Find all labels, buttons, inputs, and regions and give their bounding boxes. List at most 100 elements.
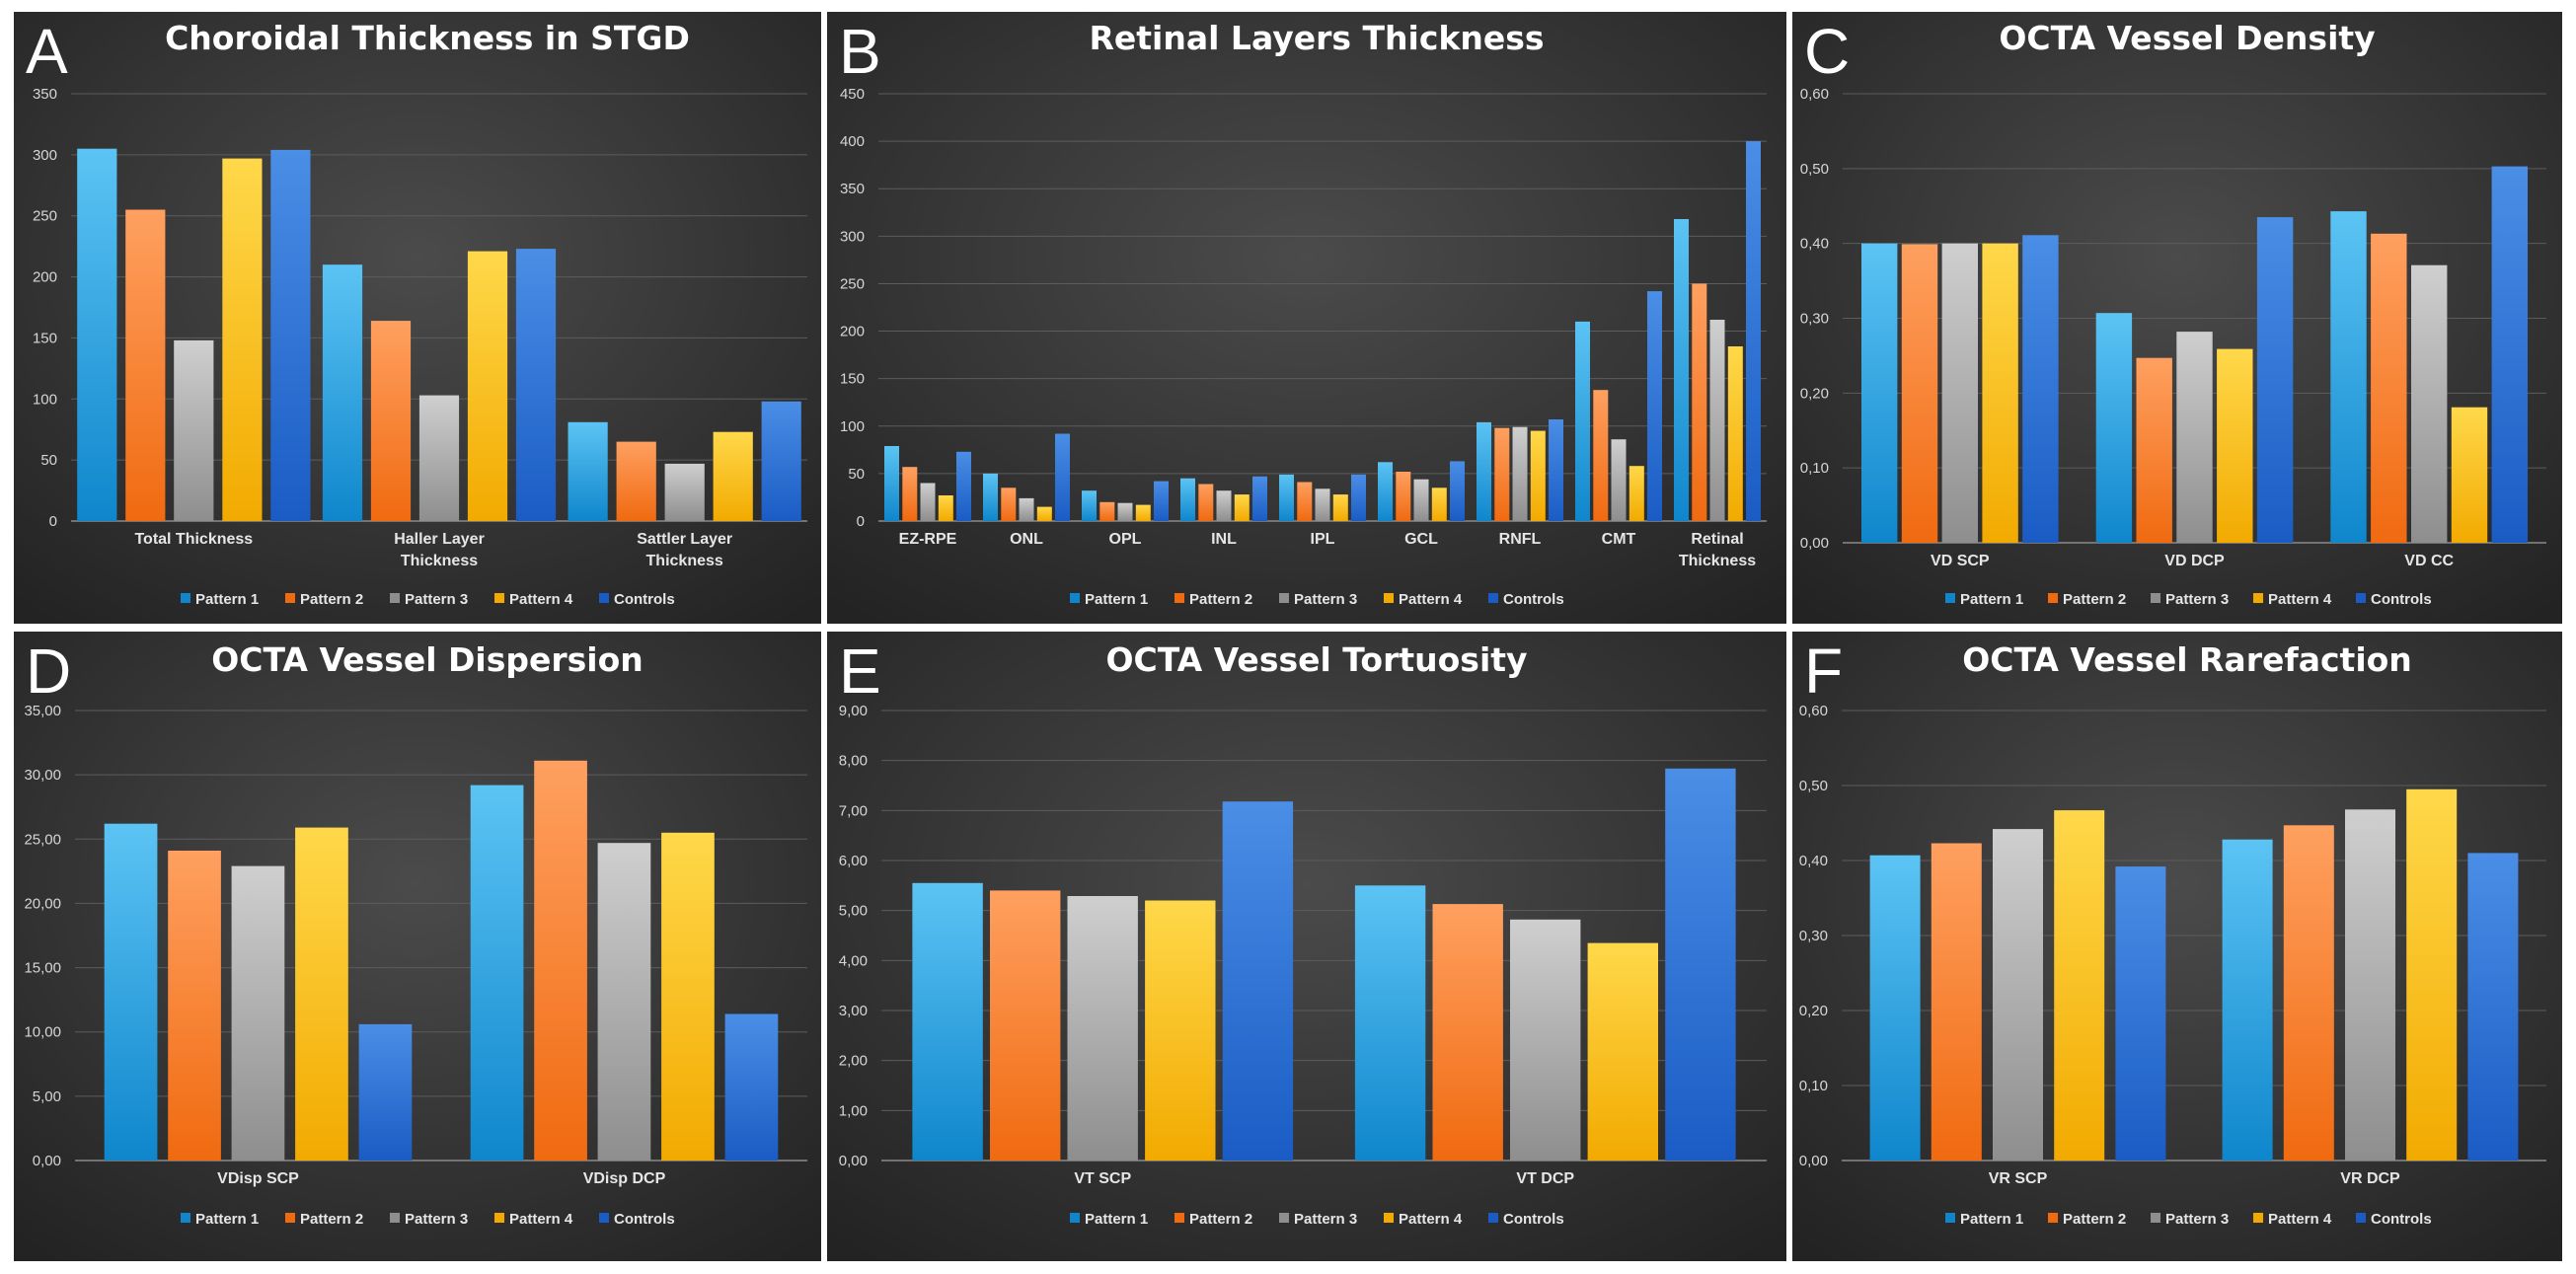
- bar-controls-gcl: [1450, 461, 1465, 521]
- y-tick-label: 200: [840, 324, 865, 340]
- y-tick-label: 30,00: [24, 767, 61, 784]
- y-tick-label: 0,00: [839, 1153, 868, 1169]
- bar-pattern-1-vt-scp: [912, 882, 983, 1161]
- bar-controls-vt-scp: [1222, 801, 1294, 1161]
- bar-pattern-1-vr-dcp: [2222, 839, 2273, 1161]
- panel-letter: A: [26, 16, 68, 87]
- x-category-label: VR DCP: [2340, 1170, 2400, 1187]
- legend-swatch: [1070, 593, 1080, 603]
- legend-label: Controls: [1503, 591, 1564, 608]
- bar-pattern-3-vr-scp: [1993, 829, 2043, 1161]
- legend-item-pattern-3: Pattern 3: [390, 591, 468, 608]
- legend-label: Pattern 2: [1189, 1211, 1252, 1228]
- y-tick-label: 400: [840, 133, 865, 150]
- x-category-label: RNFL: [1499, 531, 1542, 548]
- bar-pattern-1-vd-dcp: [2095, 313, 2133, 543]
- x-category-label: Haller Layer Thickness: [394, 531, 485, 569]
- x-category-label: Sattler Layer Thickness: [637, 531, 732, 569]
- chart-panel-c: C OCTA Vessel Density 0,00 0,10 0,20 0,30 0,40…: [1792, 12, 2562, 624]
- y-tick-label: 0,20: [1800, 385, 1829, 402]
- legend-swatch: [1488, 1213, 1498, 1223]
- bar-controls-vd-scp: [2022, 235, 2059, 544]
- y-tick-label: 0,00: [1800, 535, 1829, 552]
- y-tick-label: 0,00: [33, 1153, 61, 1169]
- chart-panel-a: A Choroidal Thickness in STGD 0 50 100 150 200…: [14, 12, 821, 624]
- y-tick-label: 0,10: [1800, 460, 1829, 477]
- legend-item-pattern-3: Pattern 3: [390, 1211, 468, 1228]
- bar-pattern-2-total-thickness: [125, 209, 166, 521]
- bar-pattern-4-retinal-thickness: [1727, 346, 1743, 521]
- bar-pattern-1-ez-rpe: [884, 446, 899, 521]
- legend-item-pattern-1: Pattern 1: [181, 591, 259, 608]
- legend-item-pattern-1: Pattern 1: [1945, 1211, 2023, 1228]
- y-tick-label: 200: [33, 269, 57, 286]
- bar-controls-total-thickness: [270, 149, 311, 521]
- bar-pattern-3-haller-layer-thickness: [418, 395, 460, 521]
- bar-controls-inl: [1252, 476, 1267, 521]
- legend-label: Controls: [2371, 1211, 2432, 1228]
- bar-pattern-4-vd-dcp: [2217, 348, 2253, 543]
- legend-swatch: [1279, 593, 1289, 603]
- legend-label: Pattern 2: [300, 591, 363, 608]
- y-tick-label: 20,00: [24, 895, 61, 912]
- x-category-label: Retinal Thickness: [1679, 531, 1756, 569]
- y-tick-label: 10,00: [24, 1024, 61, 1041]
- y-tick-label: 0,60: [1800, 86, 1829, 103]
- legend-label: Pattern 1: [1960, 1211, 2023, 1228]
- bar-controls-onl: [1055, 433, 1070, 521]
- legend-label: Pattern 4: [2268, 1211, 2332, 1228]
- y-tick-label: 350: [33, 86, 57, 103]
- legend-swatch: [1384, 1213, 1394, 1223]
- bar-pattern-3-cmt: [1611, 439, 1627, 521]
- legend-swatch: [599, 593, 609, 603]
- legend-label: Pattern 4: [2268, 591, 2332, 608]
- bar-pattern-3-vdisp-scp: [231, 865, 285, 1161]
- legend-label: Pattern 1: [195, 1211, 259, 1228]
- legend-item-pattern-3: Pattern 3: [2151, 591, 2229, 608]
- chart-title: OCTA Vessel Tortuosity: [1105, 640, 1527, 679]
- legend-item-pattern-1: Pattern 1: [1070, 1211, 1148, 1228]
- y-tick-label: 350: [840, 181, 865, 197]
- bar-controls-ipl: [1351, 474, 1366, 521]
- chart-panel-d: D OCTA Vessel Dispersion 0,00 5,00 10,00 15,0…: [14, 632, 821, 1261]
- bar-pattern-2-cmt: [1593, 390, 1609, 521]
- legend-item-controls: Controls: [1488, 591, 1564, 608]
- legend-label: Pattern 1: [1085, 1211, 1148, 1228]
- panel-letter: C: [1804, 16, 1850, 87]
- bar-pattern-3-vd-dcp: [2176, 332, 2213, 543]
- chart-title: Choroidal Thickness in STGD: [165, 19, 690, 57]
- legend-swatch: [2048, 1213, 2058, 1223]
- legend-swatch: [2356, 593, 2366, 603]
- y-tick-label: 0,40: [1800, 236, 1829, 253]
- y-tick-label: 0,30: [1799, 928, 1828, 944]
- chart-title: OCTA Vessel Rarefaction: [1962, 640, 2412, 679]
- legend-item-pattern-2: Pattern 2: [2048, 591, 2126, 608]
- legend-label: Pattern 2: [1189, 591, 1252, 608]
- bar-pattern-2-vdisp-dcp: [534, 760, 587, 1161]
- panel-background: [827, 12, 1786, 624]
- legend: Pattern 1 Pattern 2 Pattern 3 Pattern 4 Cont…: [181, 1211, 675, 1228]
- bar-controls-haller-layer-thickness: [515, 249, 557, 521]
- legend-swatch: [390, 1213, 400, 1223]
- bar-controls-vd-cc: [2491, 166, 2528, 543]
- bar-pattern-1-sattler-layer-thickness: [568, 421, 608, 521]
- legend-item-controls: Controls: [599, 591, 675, 608]
- bar-pattern-3-vd-scp: [1941, 243, 1978, 543]
- legend-item-pattern-4: Pattern 4: [2253, 1211, 2332, 1228]
- y-tick-label: 0,60: [1799, 703, 1828, 719]
- panel-letter: B: [839, 16, 881, 87]
- y-tick-label: 0,30: [1800, 311, 1829, 328]
- bar-pattern-3-vd-cc: [2411, 264, 2448, 543]
- bar-pattern-4-cmt: [1629, 466, 1644, 521]
- y-tick-label: 50: [40, 452, 57, 469]
- legend: Pattern 1 Pattern 2 Pattern 3 Pattern 4 Cont…: [181, 591, 675, 608]
- legend-label: Controls: [2371, 591, 2432, 608]
- bar-pattern-4-vdisp-scp: [295, 827, 348, 1161]
- legend-swatch: [599, 1213, 609, 1223]
- chart-title: OCTA Vessel Dispersion: [211, 640, 644, 679]
- bar-pattern-2-ipl: [1297, 482, 1313, 521]
- legend-item-pattern-2: Pattern 2: [285, 1211, 363, 1228]
- legend-item-pattern-1: Pattern 1: [1945, 591, 2023, 608]
- bar-pattern-2-inl: [1198, 484, 1214, 521]
- bar-pattern-2-vd-cc: [2371, 233, 2407, 544]
